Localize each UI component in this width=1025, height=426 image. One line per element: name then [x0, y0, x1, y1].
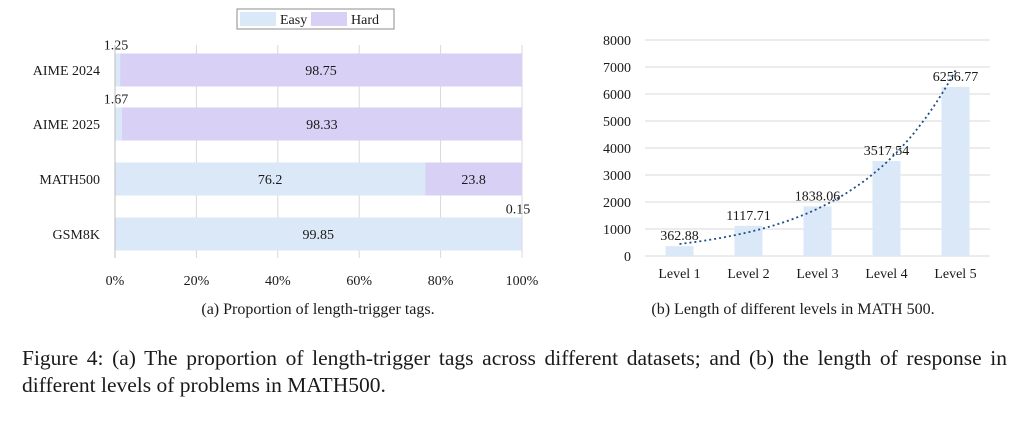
- b-y-tick-label: 4000: [603, 142, 631, 157]
- a-legend-swatch-hard: [311, 12, 347, 26]
- a-legend-label-easy: Easy: [280, 13, 307, 28]
- b-y-tick-label: 2000: [603, 196, 631, 211]
- b-x-tick-label: Level 4: [865, 267, 907, 282]
- a-bar-easy: [115, 107, 122, 141]
- a-x-tick-label: 20%: [184, 274, 210, 289]
- a-bar-easy: [115, 53, 121, 87]
- b-data-label: 6256.77: [933, 70, 979, 85]
- a-y-tick-label: AIME 2024: [33, 64, 100, 79]
- b-y-tick-label: 0: [624, 250, 631, 265]
- b-data-label: 1117.71: [726, 209, 770, 224]
- b-y-tick-label: 7000: [603, 61, 631, 76]
- b-trendline: [679, 69, 957, 245]
- a-data-label: 1.25: [104, 39, 129, 54]
- b-x-tick-label: Level 5: [934, 267, 976, 282]
- a-data-label: 98.33: [306, 118, 338, 133]
- b-y-tick-label: 3000: [603, 169, 631, 184]
- b-y-tick-label: 6000: [603, 88, 631, 103]
- b-x-tick-label: Level 3: [796, 267, 838, 282]
- b-bar: [941, 87, 970, 257]
- a-y-tick-label: MATH500: [39, 173, 100, 188]
- b-bar: [665, 246, 694, 256]
- b-data-label: 3517.54: [864, 144, 910, 159]
- a-y-tick-label: AIME 2025: [33, 118, 100, 133]
- a-legend-swatch-easy: [240, 12, 276, 26]
- a-x-tick-label: 60%: [346, 274, 372, 289]
- b-y-tick-label: 5000: [603, 115, 631, 130]
- a-x-tick-label: 0%: [106, 274, 125, 289]
- b-bar: [734, 225, 763, 256]
- a-bar-hard: [425, 162, 522, 196]
- a-bar-easy: [115, 162, 426, 196]
- b-bar: [872, 161, 901, 256]
- a-x-tick-label: 40%: [265, 274, 291, 289]
- a-x-tick-label: 80%: [428, 274, 454, 289]
- a-bar-hard: [521, 217, 522, 251]
- a-legend-label-hard: Hard: [351, 13, 379, 28]
- a-data-label: 76.2: [258, 173, 283, 188]
- caption-label: Figure 4:: [22, 346, 104, 370]
- a-data-label: 1.67: [104, 93, 129, 108]
- a-bar-easy: [115, 217, 522, 251]
- a-data-label: 0.15: [506, 203, 531, 218]
- b-y-tick-label: 1000: [603, 223, 631, 238]
- b-x-tick-label: Level 2: [727, 267, 769, 282]
- a-data-label: 98.75: [305, 64, 337, 79]
- b-data-label: 1838.06: [795, 189, 841, 204]
- b-chart-title: (b) Length of different levels in MATH 5…: [651, 301, 934, 318]
- figure-canvas: 0% 20% 40% 60% 80% 100% Easy Hard AIME 2024 1.25 9…: [33, 8, 990, 318]
- figure-caption: Figure 4: (a) The proportion of length-t…: [22, 345, 1007, 399]
- a-chart-title: (a) Proportion of length-trigger tags.: [201, 301, 434, 318]
- a-bar-hard: [121, 107, 522, 141]
- b-y-tick-label: 8000: [603, 34, 631, 49]
- b-x-tick-label: Level 1: [658, 267, 700, 282]
- b-data-label: 362.88: [660, 229, 699, 244]
- b-bar: [803, 206, 832, 256]
- caption-text: (a) The proportion of length-trigger tag…: [22, 346, 1007, 397]
- a-data-label: 99.85: [302, 228, 334, 243]
- a-data-label: 23.8: [461, 173, 486, 188]
- a-y-tick-label: GSM8K: [53, 228, 100, 243]
- a-bar-hard: [120, 53, 523, 87]
- a-x-tick-label: 100%: [506, 274, 539, 289]
